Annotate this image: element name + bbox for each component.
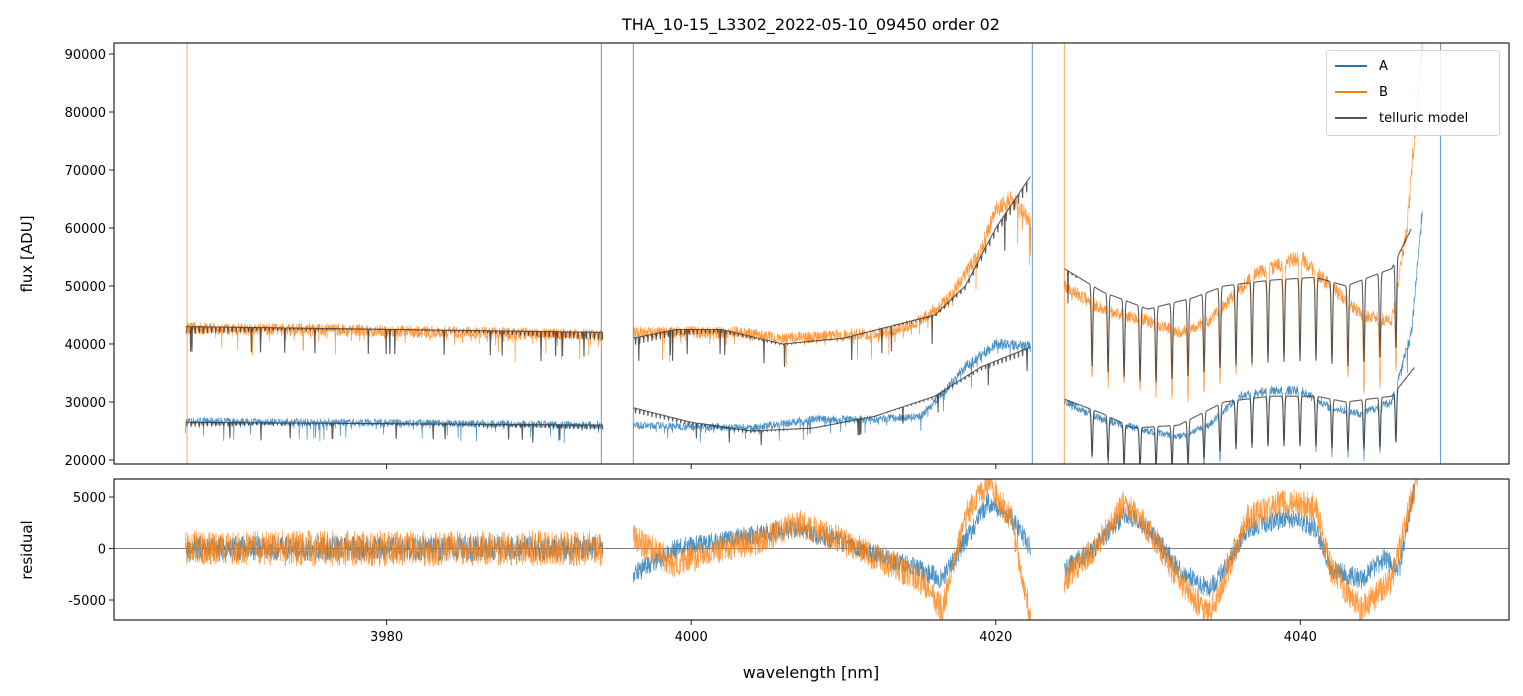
residual-b-segment-1: [632, 479, 1032, 620]
axes-frame-1: [113, 478, 1510, 621]
legend-label-a: A: [1379, 58, 1388, 74]
flux-b-segment-2: [1063, 43, 1423, 403]
chart-title: THA_10-15_L3302_2022-05-10_09450 order 0…: [621, 15, 1000, 35]
axes-frame-0: [113, 42, 1510, 465]
flux-a-segment-0: [185, 416, 604, 444]
y-tick-label: 80000: [65, 106, 106, 121]
flux-a-segment-1: [632, 338, 1031, 443]
legend-swatch-a: [1335, 65, 1367, 67]
flux-telluric-model-a-segment-2: [1064, 367, 1415, 464]
y-tick-label: -5000: [68, 594, 106, 609]
x-tick-label: 3980: [370, 630, 403, 645]
y-tick-label: 20000: [65, 454, 106, 469]
legend-label-telluric: telluric model: [1379, 110, 1469, 126]
legend-item-b: B: [1335, 83, 1388, 101]
legend-label-b: B: [1379, 84, 1388, 100]
y-tick-label: 40000: [65, 338, 106, 353]
flux-telluric-model-a-segment-1: [633, 346, 1031, 446]
y-axis-label-bottom: residual: [18, 520, 36, 579]
x-axis-label: wavelength [nm]: [743, 663, 880, 682]
y-tick-label: 5000: [73, 491, 106, 506]
x-tick-label: 4040: [1284, 630, 1317, 645]
y-tick-label: 70000: [65, 164, 106, 179]
flux-telluric-model-b-segment-2: [1064, 228, 1412, 382]
residual-b-segment-0: [185, 530, 604, 567]
flux-b-segment-1: [632, 191, 1032, 366]
x-tick-label: 4020: [979, 630, 1012, 645]
legend-item-a: A: [1335, 57, 1388, 75]
x-tick-label: 4000: [675, 630, 708, 645]
y-tick-label: 60000: [65, 222, 106, 237]
flux-a-segment-2: [1063, 211, 1423, 464]
y-tick-label: 90000: [65, 48, 106, 63]
y-axis-label-top: flux [ADU]: [18, 215, 36, 292]
y-tick-label: 0: [98, 543, 106, 558]
y-tick-label: 30000: [65, 396, 106, 411]
legend-item-telluric: telluric model: [1335, 109, 1468, 127]
legend-swatch-telluric: [1335, 117, 1367, 119]
residual-b-segment-2: [1063, 479, 1418, 620]
flux-telluric-model-a-segment-0: [185, 421, 604, 443]
flux-telluric-model-b-segment-1: [633, 176, 1031, 368]
legend-swatch-b: [1335, 91, 1367, 93]
y-tick-label: 50000: [65, 280, 106, 295]
flux-telluric-model-b-segment-0: [185, 326, 604, 362]
legend: A B telluric model: [1326, 50, 1500, 136]
